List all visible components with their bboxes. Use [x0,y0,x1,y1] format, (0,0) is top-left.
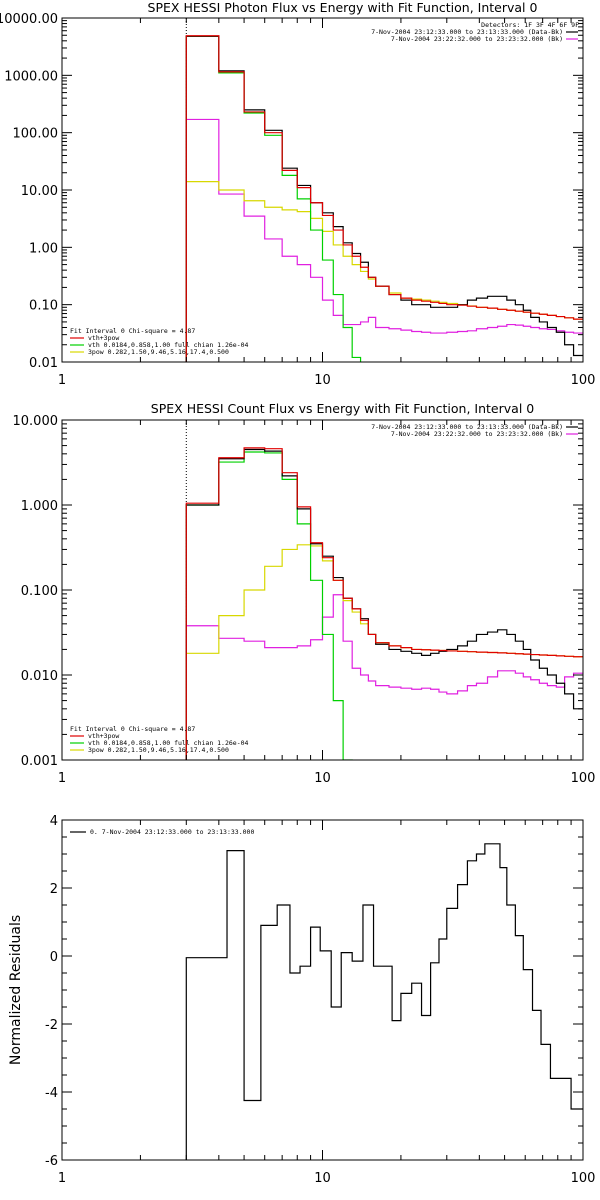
fit-legend-header: Fit Interval 0 Chi-square = 4.87 [70,725,195,733]
legend-header: Detectors: 1F 3F 4F 6F 9F [481,21,579,29]
x-tick-label: 100 [571,1171,596,1186]
legend-entry: 7-Nov-2004 23:22:32.000 to 23:23:32.000 … [391,430,563,438]
y-tick-label: 10000.00 [0,12,58,27]
fit-legend-entry: 3pow 0.282,1.50,9.46,5.16,17.4,0.500 [88,348,229,356]
series-data-bk [185,448,583,760]
x-tick-label: 10 [314,771,331,786]
x-tick-label: 100 [571,373,596,388]
series-bk [185,594,583,760]
fit-legend-entry: vth 0.0184,0.858,1.00 full chian 1.26e-0… [88,739,249,747]
y-tick-label: 2 [50,882,58,897]
y-tick-label: 4 [50,814,58,829]
legend-entry: 7-Nov-2004 23:22:32.000 to 23:23:32.000 … [391,35,563,43]
series-bk [185,118,583,362]
residual-legend-entry: 0. 7-Nov-2004 23:12:33.000 to 23:13:33.0… [90,828,254,836]
fit-legend-entry: 3pow 0.282,1.50,9.46,5.16,17.4,0.500 [88,746,229,754]
series-vth-3pow [185,35,583,362]
y-tick-label: 10.00 [21,184,58,199]
plot-area [185,843,583,1160]
axes-frame [61,17,584,363]
plot-area [185,420,583,760]
legend-entry: 7-Nov-2004 23:12:33.000 to 23:13:33.000 … [371,423,563,431]
x-tick-label: 100 [571,771,596,786]
y-tick-label: 1.000 [21,499,58,514]
y-axis-label: Normalized Residuals [8,915,24,1065]
y-tick-label: 10.000 [13,414,59,429]
x-tick-label: 1 [58,1171,66,1186]
fit-legend-entry: vth 0.0184,0.858,1.00 full chian 1.26e-0… [88,341,249,349]
y-tick-label: 1.00 [29,241,58,256]
y-tick-label: 0.001 [21,754,58,769]
x-tick-label: 10 [314,1171,331,1186]
y-tick-label: 1000.00 [4,69,58,84]
chart-panel-1: SPEX HESSI Photon Flux vs Energy with Fi… [0,0,596,388]
fit-legend-entry: vth+3pow [88,732,119,740]
series-vth-3pow [185,447,583,760]
y-tick-label: 0.100 [21,584,58,599]
fit-legend-entry: vth+3pow [88,334,119,342]
y-tick-label: -2 [45,1018,58,1033]
x-tick-label: 1 [58,373,66,388]
chart-title: SPEX HESSI Count Flux vs Energy with Fit… [151,401,534,416]
series-data-bk [185,35,583,362]
y-tick-label: -6 [45,1154,58,1169]
y-tick-label: 0 [50,950,58,965]
y-tick-label: 0.010 [21,669,58,684]
y-tick-label: -4 [45,1086,58,1101]
plot-area [185,18,583,362]
y-tick-label: 0.01 [29,356,58,371]
series-3pow [185,544,583,760]
chart-title: SPEX HESSI Photon Flux vs Energy with Fi… [148,0,538,15]
fit-legend-header: Fit Interval 0 Chi-square = 4.87 [70,327,195,335]
series-residuals [185,843,583,1160]
series-vth [185,451,353,760]
x-tick-label: 1 [58,771,66,786]
y-tick-label: 0.10 [29,299,58,314]
chart-panel-2: SPEX HESSI Count Flux vs Energy with Fit… [13,401,596,786]
x-tick-label: 10 [314,373,331,388]
chart-panel-3: Normalized Residuals 1 10 100 -6 -4 -2 0 2 4 0. 7-… [8,814,595,1186]
legend-entry: 7-Nov-2004 23:12:33.000 to 23:13:33.000 … [371,28,563,36]
y-tick-label: 100.00 [13,127,59,142]
series-3pow [185,181,583,362]
axes-frame [61,819,584,1161]
